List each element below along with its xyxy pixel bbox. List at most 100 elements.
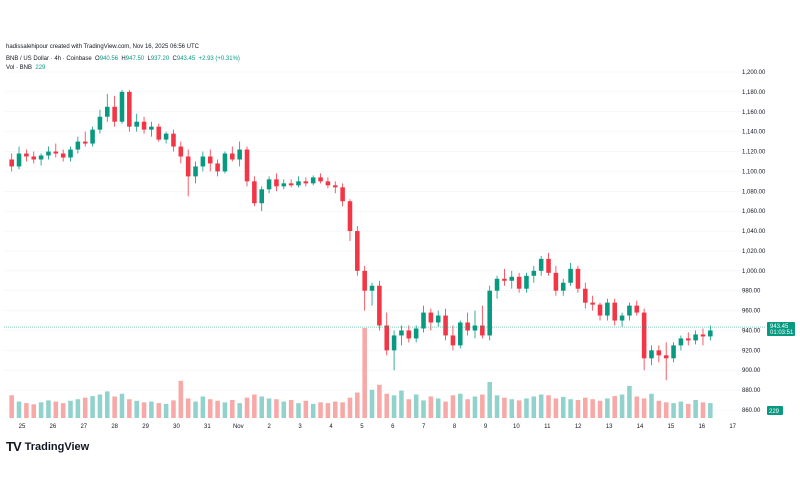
candle-body	[24, 153, 29, 157]
last-price-tag	[767, 322, 795, 337]
volume-bar	[377, 384, 382, 418]
candle-body	[156, 126, 162, 140]
candle-body	[421, 312, 426, 329]
price-tick-label: 900.00	[742, 368, 761, 374]
time-tick-label: 8	[453, 424, 457, 430]
volume-bar	[16, 401, 22, 418]
volume-bar	[450, 395, 456, 418]
time-tick-label: 30	[173, 424, 180, 430]
volume-bar	[627, 385, 632, 418]
volume-bar	[399, 390, 404, 418]
candle-body	[693, 334, 698, 341]
volume-bar	[156, 403, 162, 418]
volume-bar	[149, 401, 154, 418]
time-tick-label: 13	[606, 424, 613, 430]
candle-body	[134, 121, 139, 127]
volume-bar	[355, 392, 360, 418]
candle-body	[531, 270, 537, 276]
candle-body	[112, 106, 117, 122]
volume-legend-value: 229	[35, 65, 46, 71]
volume-bar	[347, 397, 353, 418]
volume-bar	[458, 393, 463, 418]
candle-body	[575, 268, 581, 289]
last-price-text: 943.45	[770, 324, 789, 330]
volume-legend: Vol · BNB 229	[6, 65, 45, 71]
open-value: 940.56	[99, 56, 119, 62]
price-tick-label: 960.00	[742, 309, 761, 315]
volume-bar	[318, 402, 323, 418]
price-tick-label: 920.00	[742, 348, 761, 354]
candle-body	[487, 290, 492, 336]
candle-body	[458, 322, 463, 346]
candle-body	[318, 177, 323, 182]
volume-bar	[531, 396, 537, 418]
candle-body	[597, 304, 603, 316]
volume-bar	[568, 399, 573, 418]
price-tick-label: 940.00	[742, 328, 761, 334]
volume-bar	[24, 403, 29, 418]
candle-body	[127, 91, 132, 127]
candle-body	[524, 275, 529, 289]
volume-bar	[656, 400, 662, 418]
candle-body	[68, 149, 73, 158]
volume-bar	[480, 394, 485, 418]
candle-body	[60, 153, 66, 158]
price-axis[interactable]: 1,200.00 1,180.00 1,160.00 1,140.00 1,120.00…	[742, 70, 766, 414]
volume-legend-label: Vol · BNB	[6, 65, 33, 71]
candle-body	[303, 181, 309, 184]
candle-body	[443, 315, 448, 336]
volume-bar	[193, 401, 198, 418]
candle-body	[259, 189, 264, 204]
volume-bar	[97, 394, 103, 418]
volume-bar	[75, 399, 81, 418]
candle-body	[649, 350, 654, 359]
candle-body	[310, 177, 316, 184]
volume-bar	[641, 398, 647, 418]
candle-body	[362, 270, 367, 291]
candle-body	[46, 151, 51, 156]
candle-body	[355, 231, 360, 271]
volume-bar	[465, 399, 470, 418]
candle-body	[605, 302, 610, 316]
candle-body	[708, 330, 713, 337]
high-value: 947.50	[125, 56, 145, 62]
candle-body	[413, 328, 419, 339]
volume-bar	[9, 395, 14, 418]
volume-bar	[700, 402, 706, 418]
chart-grid	[4, 71, 760, 411]
volume-bar	[546, 395, 551, 418]
candle-body	[266, 179, 272, 190]
volume-bar	[421, 400, 426, 418]
volume-bar	[207, 399, 213, 418]
volume-bar	[230, 400, 235, 418]
time-tick-label: 28	[111, 424, 118, 430]
volume-bar	[68, 400, 73, 418]
candle-body	[244, 149, 250, 182]
volume-bar	[105, 391, 110, 418]
candle-body	[568, 268, 573, 283]
low-value: 937.20	[150, 56, 170, 62]
candle-body	[347, 201, 353, 232]
time-tick-label: 14	[637, 424, 644, 430]
volume-tag-text: 229	[769, 409, 780, 415]
volume-bar	[384, 393, 390, 418]
candle-body	[450, 335, 456, 346]
volume-bar	[134, 400, 139, 418]
volume-bar	[538, 394, 544, 418]
candle-body	[465, 322, 470, 331]
close-label: C	[172, 56, 177, 62]
candlesticks	[9, 89, 713, 381]
tradingview-logo[interactable]: TV TradingView	[6, 439, 89, 454]
candle-body	[656, 350, 662, 356]
candle-body	[369, 285, 375, 291]
volume-bar	[494, 395, 500, 418]
volume-bar	[303, 400, 309, 418]
volume-bar	[708, 403, 713, 418]
candle-body	[200, 156, 206, 167]
volume-bar	[60, 403, 66, 418]
time-axis[interactable]: 25 26 27 28 29 30 31 Nov 2 3 4 5 6 7 8 9 10 11 12 13 14 15 16 1…	[19, 424, 737, 430]
candle-body	[509, 276, 515, 281]
tradingview-mark-icon: TV	[6, 439, 22, 454]
volume-bar	[244, 397, 250, 418]
